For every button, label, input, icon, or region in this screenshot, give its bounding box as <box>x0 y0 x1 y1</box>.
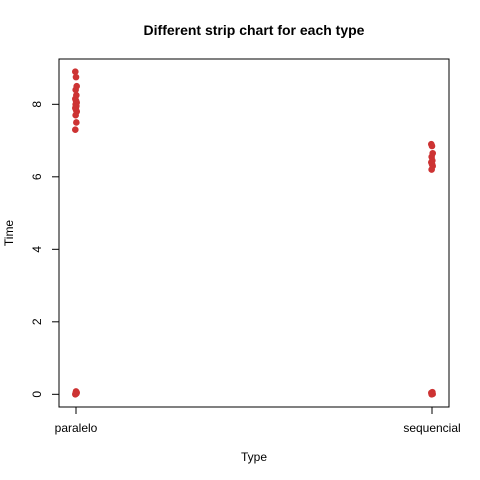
x-tick-label: sequencial <box>403 421 460 435</box>
y-axis-label: Time <box>2 220 16 247</box>
y-axis: 0 2 4 6 8 <box>30 101 60 398</box>
plot-frame <box>58 58 450 408</box>
data-point <box>72 126 79 133</box>
y-tick-label: 8 <box>30 101 44 108</box>
data-point <box>72 391 79 398</box>
data-point <box>428 142 436 150</box>
data-point <box>72 111 79 119</box>
data-point <box>72 73 80 81</box>
x-axis-label: Type <box>241 450 267 464</box>
y-tick-label: 6 <box>30 173 44 180</box>
y-tick-label: 4 <box>30 246 44 253</box>
x-tick-label: paralelo <box>55 421 98 435</box>
data-points <box>72 68 437 398</box>
data-point <box>428 391 435 398</box>
y-tick-label: 2 <box>30 318 44 325</box>
data-point <box>428 166 435 173</box>
x-axis: paralelo sequencial <box>55 406 461 435</box>
y-tick-label: 0 <box>30 391 44 398</box>
data-point <box>73 119 80 126</box>
chart-title: Different strip chart for each type <box>144 22 365 38</box>
data-point <box>72 86 79 94</box>
data-point <box>72 68 79 75</box>
